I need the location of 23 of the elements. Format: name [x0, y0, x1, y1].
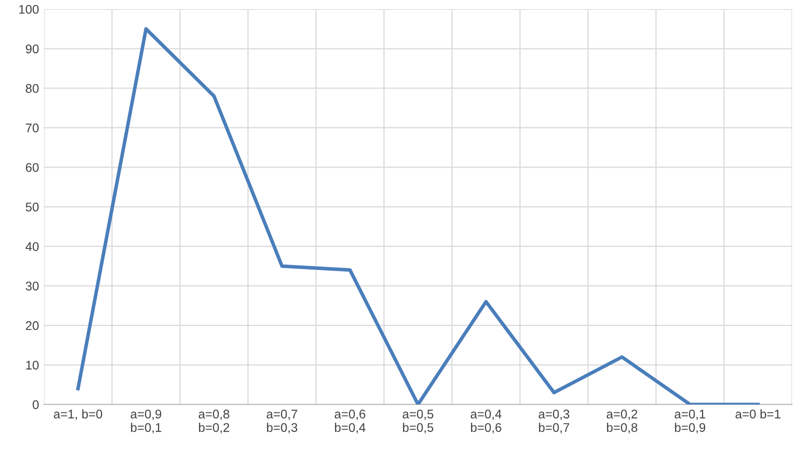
x-tick-label: a=0,1 b=0,9 — [674, 410, 706, 434]
y-tick-label: 10 — [26, 360, 39, 370]
y-tick-label: 80 — [26, 84, 39, 93]
y-tick-label: 50 — [26, 202, 39, 212]
x-tick-label: a=0,7 b=0,3 — [266, 410, 298, 434]
y-tick-label: 60 — [26, 163, 39, 172]
y-tick-label: 30 — [26, 282, 39, 291]
x-tick-label: a=1, b=0 — [54, 409, 102, 420]
x-tick-label: a=0,2 b=0,8 — [606, 410, 638, 434]
x-tick-label: a=0,5 b=0,5 — [402, 410, 434, 434]
y-tick-label: 20 — [26, 321, 39, 330]
y-tick-label: 70 — [26, 124, 39, 132]
x-tick-label: a=0,3 b=0,7 — [538, 410, 570, 434]
y-tick-label: 0 — [32, 400, 39, 410]
x-tick-label: a=0,4 b=0,6 — [470, 410, 502, 434]
line-series — [76, 27, 760, 404]
y-tick-label: 40 — [26, 242, 39, 251]
x-tick-label: a=0,6 b=0,4 — [334, 410, 366, 434]
y-tick-label: 90 — [26, 44, 39, 54]
y-tick-label: 100 — [19, 4, 39, 14]
x-tick-label: a=0 b=1 — [736, 409, 780, 418]
x-tick-label: a=0,9 b=0,1 — [130, 410, 162, 434]
x-tick-label: a=0,8 b=0,2 — [198, 410, 230, 434]
